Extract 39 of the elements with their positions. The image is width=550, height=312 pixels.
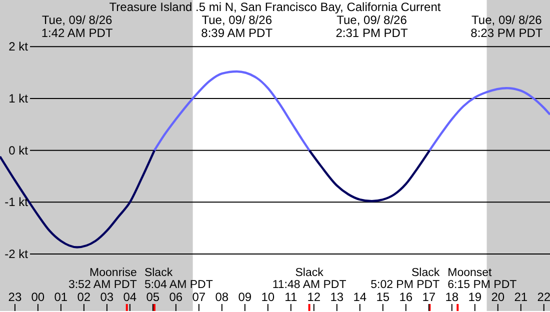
ref-line-label: Slack 5:02 PM PDT <box>370 267 440 291</box>
x-tick-label: 17 <box>422 290 436 304</box>
x-tick-label: 16 <box>399 290 413 304</box>
x-tick-label: 10 <box>261 290 275 304</box>
x-tick-label: 06 <box>169 290 183 304</box>
ref-line-label: Slack 5:04 AM PDT <box>144 267 213 291</box>
y-tick-label: -1 kt <box>4 195 29 210</box>
x-tick-label: 23 <box>8 290 22 304</box>
x-tick-label: 09 <box>238 290 252 304</box>
annotation: Tue, 09/ 8/26 8:39 AM PDT <box>201 13 274 40</box>
x-tick-label: 00 <box>31 290 45 304</box>
x-tick-label: 19 <box>468 290 482 304</box>
x-tick-label: 21 <box>514 290 528 304</box>
y-tick-label: 2 kt <box>8 40 29 54</box>
annotation: Tue, 09/ 8/26 8:23 PM PDT <box>470 13 544 40</box>
x-tick-label: 11 <box>284 290 298 304</box>
ref-line-label: Moonrise 3:52 AM PDT <box>68 267 137 291</box>
x-tick-label: 03 <box>100 290 114 304</box>
x-tick-label: 15 <box>376 290 390 304</box>
y-tick-label: -2 kt <box>4 246 29 261</box>
x-tick-label: 04 <box>123 290 137 304</box>
ref-line-label: Slack 11:48 AM PDT <box>272 267 346 291</box>
annotation: Tue, 09/ 8/26 2:31 PM PDT <box>336 13 408 40</box>
x-tick-label: 05 <box>146 290 160 304</box>
x-tick-label: 22 <box>537 290 550 304</box>
x-tick-label: 13 <box>330 290 344 304</box>
x-tick-label: 12 <box>307 290 321 304</box>
annotation: Tue, 09/ 8/26 1:42 AM PDT <box>41 13 114 40</box>
chart-title: Treasure Island .5 mi N, San Francisco Bay, California Current <box>108 0 442 14</box>
x-tick-label: 18 <box>445 290 459 304</box>
y-tick-label: 1 kt <box>8 91 29 106</box>
x-tick-label: 14 <box>353 290 367 304</box>
x-tick-label: 20 <box>491 290 505 304</box>
ref-line-label: Moonset 6:15 PM PDT <box>448 267 517 291</box>
x-tick-label: 08 <box>215 290 229 304</box>
x-tick-label: 07 <box>192 290 206 304</box>
x-tick-label: 02 <box>77 290 91 304</box>
y-tick-label: 0 kt <box>8 143 29 158</box>
x-tick-label: 01 <box>54 290 68 304</box>
